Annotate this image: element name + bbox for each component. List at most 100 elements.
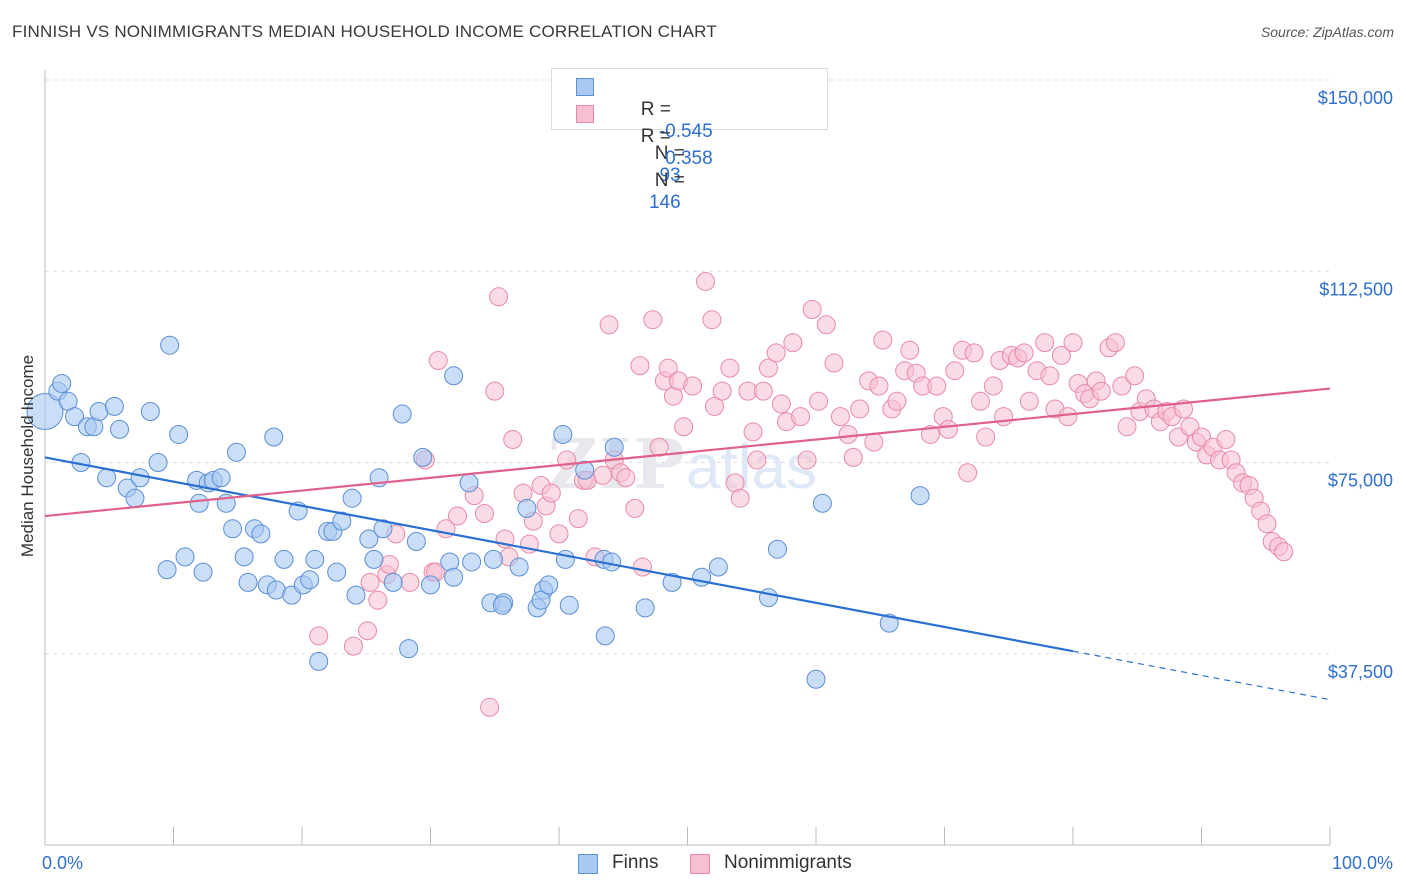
nonimmigrants-point: [1035, 333, 1055, 353]
nonimmigrants-point: [625, 498, 645, 518]
finns-point: [555, 549, 575, 569]
y-tick-label: $75,000: [1328, 471, 1393, 491]
nonimmigrants-point: [557, 450, 577, 470]
nonimmigrants-point: [360, 572, 380, 592]
finns-point: [169, 424, 189, 444]
nonimmigrants-point: [368, 590, 388, 610]
finns-point: [264, 427, 284, 447]
finns-point: [211, 468, 231, 488]
legend-r-label: R =: [640, 126, 671, 147]
nonimmigrants-point: [541, 483, 561, 503]
nonimmigrants-point: [730, 488, 750, 508]
finns-point: [157, 560, 177, 580]
finns-point: [383, 572, 403, 592]
finns-point: [421, 575, 440, 595]
finns-point: [517, 498, 537, 518]
finns-point: [223, 519, 243, 539]
nonimmigrants-point: [658, 358, 678, 378]
nonimmigrants-point: [485, 381, 505, 401]
nonimmigrants-point: [824, 353, 844, 373]
legend-n-value: 93: [659, 165, 681, 186]
nonimmigrants-point: [489, 287, 509, 307]
nonimmigrants-point: [830, 407, 850, 427]
nonimmigrants-point: [1051, 345, 1071, 365]
nonimmigrants-point: [1112, 376, 1132, 396]
nonimmigrants-point: [1091, 381, 1111, 401]
nonimmigrants-point: [873, 330, 893, 350]
finns-point: [492, 595, 512, 615]
nonimmigrants-point: [683, 376, 703, 396]
nonimmigrants-point: [704, 396, 724, 416]
nonimmigrants-point: [1274, 542, 1294, 562]
finns-point: [413, 447, 433, 467]
finns-point: [662, 572, 682, 592]
finns-point: [553, 424, 573, 444]
nonimmigrants-point: [1014, 343, 1034, 363]
chart-title: FINNISH VS NONIMMIGRANTS MEDIAN HOUSEHOL…: [12, 22, 717, 41]
nonimmigrants-point: [927, 376, 947, 396]
finns-point: [444, 366, 464, 386]
nonimmigrants-point: [771, 394, 791, 414]
nonimmigrants-point: [1058, 407, 1078, 427]
nonimmigrants-point: [747, 450, 767, 470]
finns-point: [604, 437, 624, 457]
finns-point: [767, 539, 787, 559]
nonimmigrants-point: [791, 407, 811, 427]
nonimmigrants-point: [1019, 391, 1039, 411]
finns-point: [509, 557, 529, 577]
finns-point: [406, 532, 426, 552]
nonimmigrants-point: [976, 427, 996, 447]
finns-point: [175, 547, 195, 567]
y-tick-label: $150,000: [1318, 88, 1393, 108]
nonimmigrants-point: [1216, 430, 1236, 450]
finns-point: [26, 393, 64, 430]
finns-point: [130, 468, 150, 488]
finns-point: [462, 552, 482, 572]
finns-point: [346, 585, 366, 605]
nonimmigrants-trend-line: [44, 387, 1331, 518]
nonimmigrants-point: [758, 358, 778, 378]
legend: R = -0.545 N = 93 R = 0.358 N = 146: [551, 68, 828, 213]
nonimmigrants-point: [1063, 333, 1083, 353]
nonimmigrants-point: [843, 447, 863, 467]
nonimmigrants-point: [593, 465, 613, 485]
nonimmigrants-point: [920, 424, 940, 444]
finns-point: [758, 588, 778, 608]
nonimmigrants-point: [674, 417, 694, 437]
finns-point: [459, 473, 479, 493]
finns-point: [52, 373, 72, 393]
finns-point: [251, 524, 271, 544]
finns-points: [26, 335, 930, 689]
nonimmigrants-swatch: [576, 105, 594, 123]
x-tick-labels: 0.0% 100.0%: [42, 853, 1393, 873]
nonimmigrants-point: [945, 361, 965, 381]
finns-point: [140, 402, 160, 421]
finns-point: [806, 669, 826, 689]
finns-point: [559, 595, 579, 615]
finns-point: [160, 335, 180, 355]
nonimmigrants-point: [809, 391, 829, 411]
finns-point: [910, 486, 930, 506]
x-tick-label-min: 0.0%: [42, 853, 83, 873]
nonimmigrants-point: [474, 504, 494, 523]
finns-point: [635, 598, 655, 618]
y-tick-label: $37,500: [1328, 662, 1393, 682]
nonimmigrants-point: [1105, 333, 1125, 353]
finns-point: [238, 572, 258, 592]
nonimmigrants-point: [633, 557, 653, 577]
nonimmigrants-point: [400, 572, 420, 592]
nonimmigrants-point: [970, 391, 990, 411]
nonimmigrants-point: [869, 376, 889, 396]
nonimmigrants-point: [838, 424, 858, 444]
finns-point: [104, 396, 124, 416]
legend-r-label: R =: [640, 99, 671, 120]
x-tick-label-max: 100.0%: [1332, 853, 1393, 873]
finns-point: [148, 453, 168, 472]
finns-point: [392, 404, 412, 424]
nonimmigrants-point: [599, 315, 619, 335]
finns-point: [595, 626, 615, 646]
y-tick-label: $112,500: [1319, 279, 1393, 299]
finns-swatch: [576, 78, 594, 96]
nonimmigrants-point: [983, 376, 1003, 396]
